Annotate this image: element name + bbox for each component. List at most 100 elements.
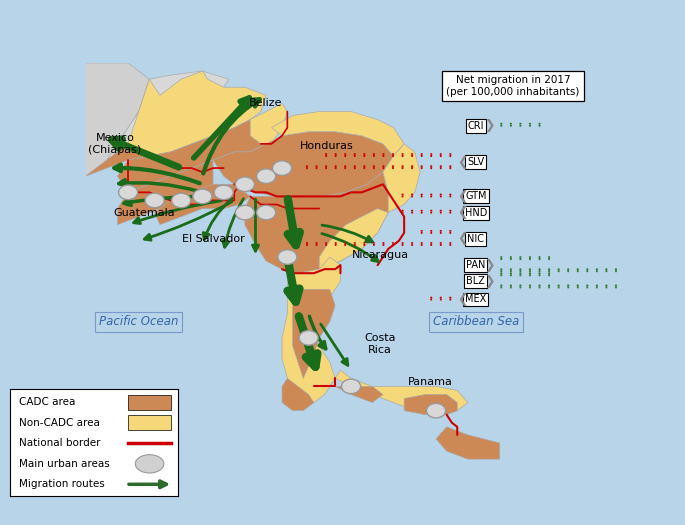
Circle shape [411, 153, 413, 155]
Polygon shape [510, 286, 512, 288]
Circle shape [353, 242, 356, 244]
Polygon shape [404, 394, 457, 415]
Polygon shape [345, 244, 346, 246]
Circle shape [278, 250, 297, 264]
Polygon shape [430, 195, 432, 197]
Polygon shape [335, 386, 383, 403]
Polygon shape [421, 167, 423, 169]
Polygon shape [128, 71, 266, 156]
Polygon shape [449, 232, 451, 234]
Circle shape [440, 153, 442, 155]
Circle shape [529, 285, 531, 286]
Polygon shape [316, 167, 318, 169]
Polygon shape [421, 155, 423, 157]
Polygon shape [292, 289, 335, 379]
Polygon shape [155, 184, 250, 225]
Circle shape [315, 165, 318, 167]
Polygon shape [325, 167, 327, 169]
Polygon shape [519, 258, 521, 260]
Circle shape [421, 165, 423, 167]
Circle shape [306, 242, 308, 244]
Circle shape [401, 242, 403, 244]
Polygon shape [500, 274, 502, 276]
Polygon shape [401, 212, 403, 214]
Polygon shape [529, 258, 531, 260]
Polygon shape [519, 124, 521, 127]
Circle shape [615, 285, 617, 286]
Circle shape [567, 285, 569, 286]
Circle shape [334, 242, 337, 244]
Circle shape [440, 209, 442, 212]
Circle shape [449, 242, 451, 244]
Circle shape [510, 285, 512, 286]
Polygon shape [529, 274, 531, 276]
Text: El Salvador: El Salvador [182, 234, 245, 244]
Circle shape [411, 242, 413, 244]
Circle shape [519, 285, 521, 286]
Circle shape [548, 256, 550, 258]
Circle shape [325, 242, 327, 244]
Polygon shape [245, 172, 388, 273]
Polygon shape [421, 244, 423, 246]
Polygon shape [411, 195, 413, 197]
Circle shape [615, 268, 617, 270]
Polygon shape [634, 270, 636, 272]
Circle shape [440, 297, 442, 298]
Polygon shape [373, 155, 375, 157]
Text: ❯: ❯ [484, 119, 495, 132]
Polygon shape [519, 286, 521, 288]
Circle shape [214, 185, 233, 200]
Text: MEX: MEX [465, 295, 486, 304]
Circle shape [548, 268, 550, 270]
Circle shape [363, 165, 366, 167]
Circle shape [440, 165, 442, 167]
Circle shape [315, 242, 318, 244]
Text: CADC area: CADC area [18, 397, 75, 407]
Text: Mexico
(Chiapas): Mexico (Chiapas) [88, 133, 141, 155]
Polygon shape [335, 167, 336, 169]
Polygon shape [606, 270, 608, 272]
Text: Panama: Panama [408, 377, 453, 387]
Polygon shape [440, 244, 442, 246]
Circle shape [273, 161, 292, 175]
Circle shape [538, 268, 540, 270]
Circle shape [500, 256, 502, 258]
Polygon shape [319, 208, 388, 269]
Text: ❯: ❯ [484, 275, 495, 288]
Polygon shape [118, 160, 213, 225]
Text: Costa
Rica: Costa Rica [364, 333, 396, 355]
Circle shape [363, 242, 366, 244]
Polygon shape [271, 111, 404, 156]
Circle shape [510, 268, 512, 270]
Circle shape [449, 297, 451, 298]
Polygon shape [363, 155, 365, 157]
Polygon shape [335, 244, 336, 246]
Text: ❮: ❮ [458, 206, 468, 219]
Polygon shape [548, 274, 550, 276]
Circle shape [401, 165, 403, 167]
Circle shape [634, 285, 636, 286]
Circle shape [577, 268, 579, 270]
Text: BLZ: BLZ [466, 276, 485, 286]
Circle shape [344, 153, 347, 155]
Circle shape [558, 268, 560, 270]
Circle shape [401, 194, 403, 195]
Text: Honduras: Honduras [300, 141, 354, 151]
Circle shape [500, 272, 502, 274]
Polygon shape [306, 167, 308, 169]
Circle shape [519, 256, 521, 258]
Polygon shape [634, 286, 636, 288]
Polygon shape [538, 258, 540, 260]
Circle shape [500, 123, 502, 124]
Polygon shape [510, 270, 512, 272]
Circle shape [136, 455, 164, 473]
Text: Pacific Ocean: Pacific Ocean [99, 315, 179, 328]
Polygon shape [529, 270, 531, 272]
Polygon shape [510, 274, 512, 276]
Circle shape [344, 165, 347, 167]
Text: CRI: CRI [468, 121, 484, 131]
Circle shape [145, 193, 164, 208]
Circle shape [353, 165, 356, 167]
Circle shape [430, 194, 432, 195]
Circle shape [510, 272, 512, 274]
